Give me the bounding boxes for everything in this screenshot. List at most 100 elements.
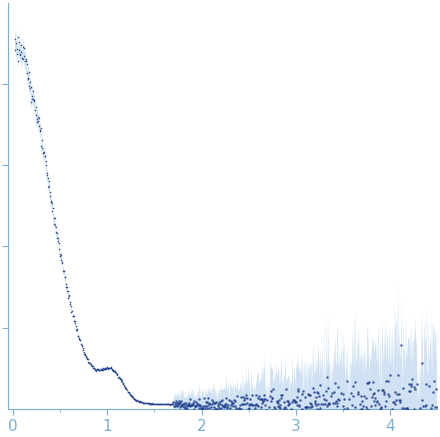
Point [17,49,24,56]
Point [354,409,361,416]
Point [310,389,317,396]
Point [289,399,296,406]
Point [94,366,101,373]
Point [287,408,294,415]
Point [420,434,427,437]
Point [76,335,83,342]
Point [49,204,56,211]
Point [133,397,140,404]
Point [221,403,228,410]
Point [169,401,176,408]
Point [73,327,80,334]
Point [246,401,253,408]
Point [44,170,51,177]
Point [327,392,334,399]
Point [240,408,247,415]
Point [46,182,53,189]
Point [215,401,222,408]
Point [322,421,329,428]
Point [224,404,231,411]
Point [175,398,182,405]
Point [387,412,394,419]
Point [120,382,127,389]
Point [254,395,261,402]
Point [246,395,253,402]
Point [32,104,39,111]
Point [154,401,161,408]
Point [252,401,259,408]
Point [227,402,234,409]
Point [90,364,97,371]
Point [311,413,318,420]
Point [280,404,287,411]
Point [226,410,233,417]
Point [71,318,78,325]
Point [42,157,49,164]
Point [296,396,303,403]
Point [350,382,357,389]
Point [179,402,186,409]
Point [14,34,21,41]
Point [107,364,114,371]
Point [257,403,264,410]
Point [279,410,286,417]
Point [286,400,293,407]
Point [409,416,416,423]
Point [404,406,411,413]
Point [335,395,342,402]
Point [405,406,412,413]
Point [177,397,184,404]
Point [126,390,133,397]
Point [309,385,316,392]
Point [236,406,243,413]
Point [84,354,91,361]
Point [166,400,173,407]
Point [361,392,368,399]
Point [238,405,245,412]
Point [234,392,241,399]
Point [89,362,96,369]
Point [43,162,50,169]
Point [51,222,59,229]
Point [82,351,89,358]
Point [100,365,107,372]
Point [343,405,350,412]
Point [412,417,419,424]
Point [147,400,154,407]
Point [33,115,40,122]
Point [298,391,305,398]
Point [375,400,382,407]
Point [267,398,274,405]
Point [230,396,237,403]
Point [86,360,93,367]
Point [337,390,345,397]
Point [334,399,341,406]
Point [233,409,240,416]
Point [349,392,356,399]
Point [274,402,281,409]
Point [164,401,171,408]
Point [214,405,221,412]
Point [330,407,337,414]
Point [132,396,139,403]
Point [273,398,280,405]
Point [403,404,410,411]
Point [407,381,414,388]
Point [363,406,370,413]
Point [93,366,100,373]
Point [397,407,404,414]
Point [363,395,370,402]
Point [391,398,398,405]
Point [257,395,264,402]
Point [316,406,323,413]
Point [364,379,371,386]
Point [51,220,58,227]
Point [170,402,177,409]
Point [22,55,29,62]
Point [119,378,126,385]
Point [141,399,148,406]
Point [123,386,130,393]
Point [202,402,209,409]
Point [387,422,394,429]
Point [51,214,58,221]
